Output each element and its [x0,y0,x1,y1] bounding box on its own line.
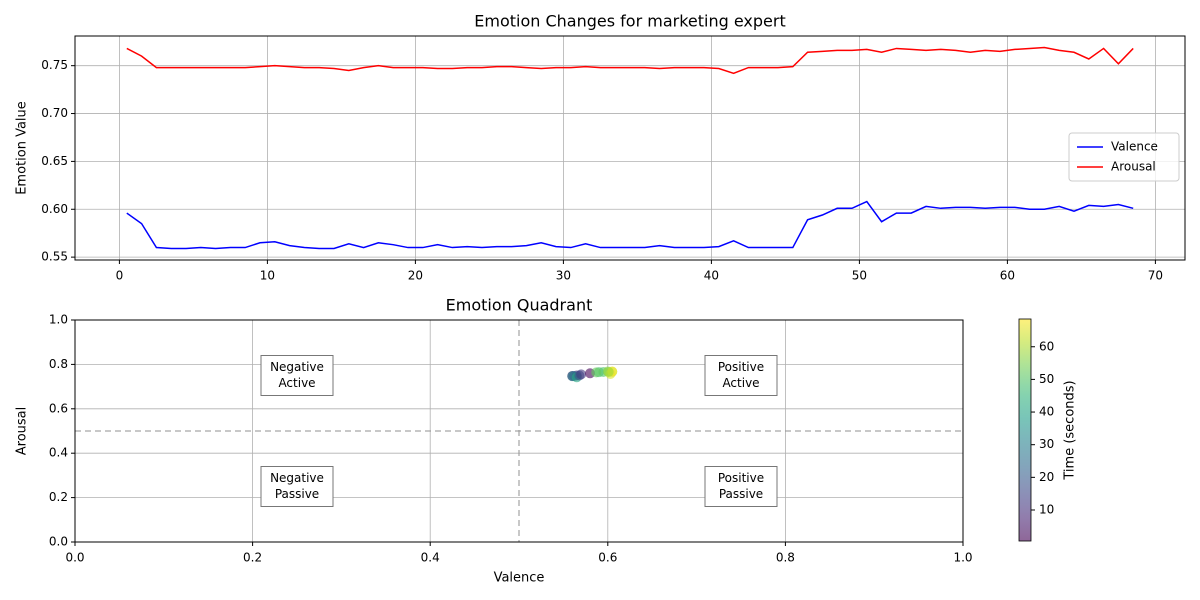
colorbar-tick-label: 30 [1039,437,1054,451]
annotation-text: Positive [718,471,764,485]
y-tick-label: 0.6 [49,401,68,415]
annotation-text: Passive [275,487,319,501]
scatter-point [591,367,602,378]
colorbar-tick-label: 40 [1039,405,1054,419]
axes-frame [74,319,964,543]
y-tick-label: 0.0 [49,535,68,549]
x-tick-label: 30 [556,269,571,283]
x-tick-label: 0.0 [65,551,84,565]
annotation-box [704,355,778,396]
x-tick-label: 20 [408,269,423,283]
colorbar-tick-label: 10 [1039,502,1054,516]
y-axis-label: Emotion Value [15,101,30,195]
x-axis-label: Valence [494,571,545,586]
annotation-box [260,355,334,396]
y-tick-label: 0.4 [49,446,68,460]
y-tick-label: 0.75 [41,58,68,72]
y-tick-label: 0.60 [41,202,68,216]
y-tick-label: 0.70 [41,106,68,120]
axes-frame [74,35,1186,261]
y-tick-label: 0.65 [41,154,68,168]
x-tick-label: 40 [704,269,719,283]
x-tick-label: 0.6 [598,551,617,565]
x-tick-label: 1.0 [953,551,972,565]
annotation-text: Active [278,376,315,390]
colorbar-label: Time (seconds) [1063,380,1078,480]
y-tick-label: 0.8 [49,357,68,371]
annotation-text: Passive [719,487,763,501]
y-tick-label: 1.0 [49,313,68,327]
legend-label: Valence [1111,140,1158,154]
x-tick-label: 70 [1148,269,1163,283]
annotation-text: Negative [270,360,324,374]
x-tick-label: 0 [116,269,124,283]
x-tick-label: 0.4 [421,551,440,565]
x-tick-label: 10 [260,269,275,283]
chart-title: Emotion Quadrant [446,296,593,315]
y-tick-label: 0.55 [41,250,68,264]
legend-label: Arousal [1111,160,1156,174]
line-series [126,200,1134,250]
colorbar-tick-label: 60 [1039,339,1054,353]
annotation-box [260,466,334,507]
colorbar-tick-label: 50 [1039,372,1054,386]
chart-title: Emotion Changes for marketing expert [474,12,785,31]
scatter-point [603,366,614,377]
annotation-text: Active [722,376,759,390]
annotation-text: Negative [270,471,324,485]
annotation-text: Positive [718,360,764,374]
annotation-box [704,466,778,507]
x-tick-label: 50 [852,269,867,283]
legend-box [1068,132,1180,182]
colorbar [1018,318,1032,542]
x-tick-label: 0.8 [776,551,795,565]
colorbar-tick-label: 20 [1039,470,1054,484]
scatter-point [576,369,587,380]
y-tick-label: 0.2 [49,490,68,504]
y-axis-label: Arousal [15,407,30,456]
line-series [126,46,1134,75]
x-tick-label: 60 [1000,269,1015,283]
x-tick-label: 0.2 [243,551,262,565]
